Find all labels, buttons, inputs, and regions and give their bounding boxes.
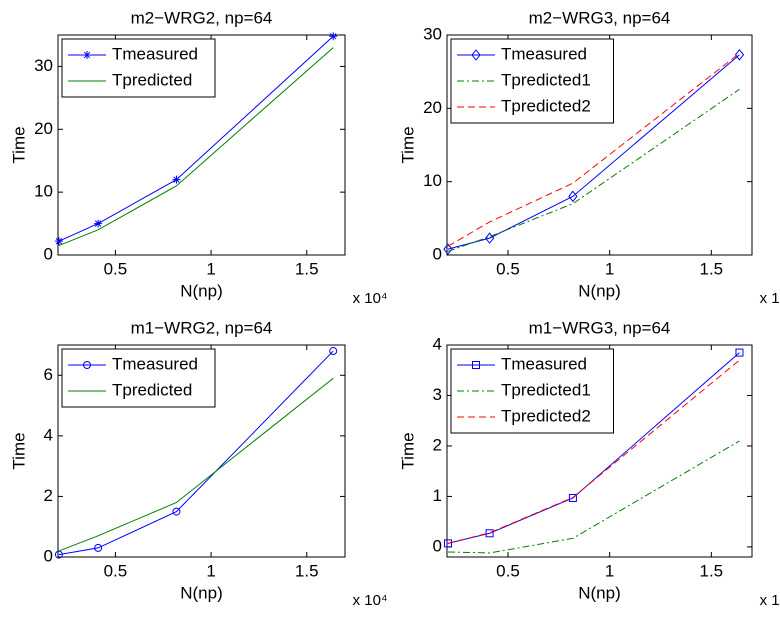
legend-label: Tmeasured (112, 354, 198, 373)
y-tick-label: 0 (433, 536, 442, 555)
marker (735, 348, 744, 357)
x-multiplier: x 10⁴ (760, 592, 780, 609)
legend-box (61, 38, 216, 98)
marker (472, 361, 480, 369)
marker (329, 32, 338, 41)
x-tick-label: 0.5 (496, 259, 520, 278)
marker (54, 237, 63, 246)
legend-label: Tpredicted (112, 380, 192, 399)
legend-label: Tmeasured (501, 44, 587, 63)
x-tick-label: 0.5 (496, 561, 520, 580)
marker (94, 543, 103, 552)
y-tick-label: 6 (44, 365, 53, 384)
legend-label: Tmeasured (501, 354, 587, 373)
x-tick-label: 1 (605, 561, 614, 580)
y-tick-label: 10 (34, 182, 53, 201)
x-tick-label: 1 (206, 259, 215, 278)
y-tick-label: 2 (433, 435, 442, 454)
series-line (58, 350, 334, 556)
x-tick-label: 1 (206, 561, 215, 580)
marker (568, 493, 577, 502)
x-tick-label: 0.5 (104, 561, 128, 580)
series-line (58, 47, 334, 247)
x-tick-label: 0.5 (104, 259, 128, 278)
legend-label: Tmeasured (112, 44, 198, 63)
marker (471, 49, 481, 61)
legend-label: Tpredicted (112, 70, 192, 89)
chart-title: m1−WRG2, np=64 (131, 318, 273, 337)
y-axis-label: Time (9, 432, 28, 469)
marker (54, 550, 63, 559)
x-axis-label: N(np) (578, 583, 621, 602)
marker (443, 243, 453, 255)
legend-label: Tpredicted2 (501, 96, 591, 115)
y-tick-label: 4 (44, 425, 53, 444)
y-tick-label: 30 (34, 56, 53, 75)
y-tick-label: 0 (433, 244, 442, 263)
marker (568, 190, 578, 203)
chart-title: m2−WRG2, np=64 (131, 8, 273, 27)
series-line (58, 35, 334, 242)
marker (734, 48, 745, 61)
y-tick-label: 0 (44, 546, 53, 565)
marker (94, 219, 103, 228)
y-axis-label: Time (398, 432, 417, 469)
x-tick-label: 1 (605, 259, 614, 278)
x-tick-label: 1.5 (295, 259, 319, 278)
series-line (58, 377, 334, 552)
x-multiplier: x 10⁴ (760, 290, 780, 307)
y-tick-label: 4 (433, 334, 442, 353)
legend-label: Tpredicted1 (501, 70, 591, 89)
y-tick-label: 0 (44, 244, 53, 263)
marker (329, 347, 338, 356)
legend-label: Tpredicted2 (501, 406, 591, 425)
marker (484, 232, 495, 244)
x-multiplier: x 10⁴ (353, 592, 388, 609)
x-axis-label: N(np) (180, 281, 223, 300)
chart-title: m2−WRG3, np=64 (529, 8, 671, 27)
y-axis-label: Time (398, 126, 417, 163)
marker (443, 539, 452, 548)
chart-title: m1−WRG3, np=64 (529, 318, 671, 337)
y-tick-label: 30 (423, 24, 442, 43)
series-line (447, 440, 740, 554)
y-tick-label: 1 (433, 486, 442, 505)
legend-label: Tpredicted1 (501, 380, 591, 399)
x-tick-label: 1.5 (700, 561, 724, 580)
y-tick-label: 3 (433, 385, 442, 404)
legend-box (61, 348, 216, 408)
y-tick-label: 20 (423, 98, 442, 117)
series-line (447, 52, 740, 247)
x-tick-label: 1.5 (295, 561, 319, 580)
y-tick-label: 2 (44, 486, 53, 505)
marker (172, 175, 181, 184)
marker (172, 507, 181, 516)
y-axis-label: Time (9, 126, 28, 163)
marker (83, 51, 91, 59)
y-tick-label: 10 (423, 171, 442, 190)
x-tick-label: 1.5 (700, 259, 724, 278)
marker (83, 361, 91, 369)
x-axis-label: N(np) (578, 281, 621, 300)
y-tick-label: 20 (34, 119, 53, 138)
x-multiplier: x 10⁴ (353, 290, 388, 307)
x-axis-label: N(np) (180, 583, 223, 602)
series-line (447, 54, 740, 250)
series-line (447, 359, 740, 544)
